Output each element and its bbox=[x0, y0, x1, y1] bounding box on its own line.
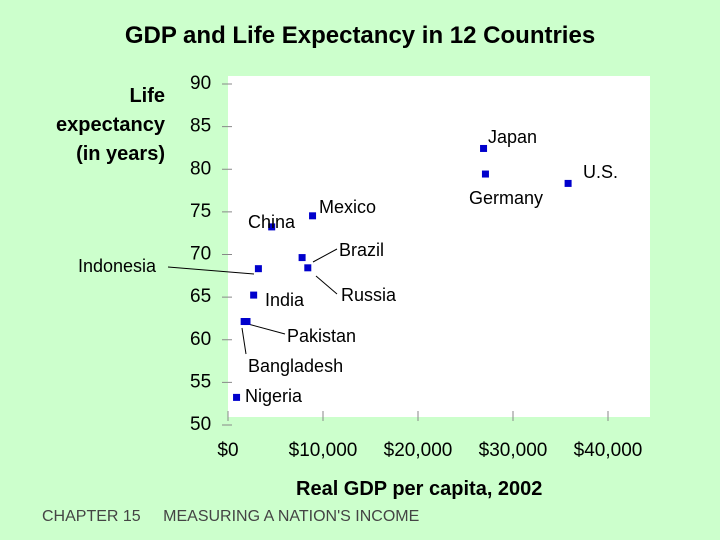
x-tick-label: $40,000 bbox=[574, 440, 643, 461]
data-point bbox=[240, 318, 248, 326]
footer-chapter: CHAPTER 15 bbox=[42, 508, 141, 525]
y-axis-label-line: expectancy bbox=[56, 114, 165, 136]
y-tick-label: 55 bbox=[190, 371, 211, 392]
x-tick-label: $10,000 bbox=[289, 440, 358, 461]
point-label: Germany bbox=[469, 188, 543, 208]
y-axis-label-line: Life bbox=[129, 85, 165, 107]
y-tick-label: 65 bbox=[190, 286, 211, 307]
footer-title: MEASURING A NATION'S INCOME bbox=[163, 508, 420, 525]
point-label: Bangladesh bbox=[248, 356, 343, 376]
leader-line bbox=[315, 275, 338, 295]
point-label: Indonesia bbox=[78, 256, 157, 276]
point-label: Brazil bbox=[339, 240, 384, 260]
leader-line bbox=[247, 323, 286, 335]
x-tick-label: $30,000 bbox=[479, 440, 548, 461]
y-tick-label: 75 bbox=[190, 201, 211, 222]
data-point bbox=[233, 393, 241, 401]
leader-line bbox=[167, 266, 255, 275]
x-tick-label: $20,000 bbox=[384, 440, 453, 461]
point-label: Mexico bbox=[319, 197, 376, 217]
y-tick-label: 80 bbox=[190, 158, 211, 179]
x-axis-label: Real GDP per capita, 2002 bbox=[296, 478, 543, 500]
data-point bbox=[564, 179, 572, 187]
point-label: Russia bbox=[341, 285, 397, 305]
point-label: China bbox=[248, 212, 296, 232]
data-point bbox=[480, 144, 488, 152]
y-tick-label: 50 bbox=[190, 414, 211, 435]
leader-line bbox=[241, 327, 247, 355]
x-tick-label: $0 bbox=[217, 440, 238, 461]
data-point bbox=[309, 212, 317, 220]
plot-area bbox=[228, 76, 650, 417]
y-tick-label: 60 bbox=[190, 329, 211, 350]
data-point bbox=[481, 170, 489, 178]
leader-line bbox=[312, 248, 338, 263]
data-point bbox=[254, 265, 262, 273]
chart-title: GDP and Life Expectancy in 12 Countries bbox=[124, 22, 596, 49]
y-tick-label: 90 bbox=[190, 73, 211, 94]
point-label: Japan bbox=[488, 127, 537, 147]
point-label: Nigeria bbox=[245, 386, 303, 406]
y-tick-label: 70 bbox=[190, 244, 211, 265]
y-axis-label-line: (in years) bbox=[76, 143, 165, 165]
point-label: U.S. bbox=[583, 162, 618, 182]
point-label: Pakistan bbox=[287, 326, 356, 346]
point-label: India bbox=[265, 290, 305, 310]
data-point bbox=[250, 291, 258, 299]
data-point bbox=[298, 254, 306, 262]
data-point bbox=[268, 223, 276, 231]
y-axis-label: Life expectancy (in years) bbox=[56, 82, 165, 169]
y-tick-label: 85 bbox=[190, 116, 211, 137]
footer: CHAPTER 15 MEASURING A NATION'S INCOME bbox=[42, 508, 419, 526]
data-point bbox=[304, 264, 312, 272]
